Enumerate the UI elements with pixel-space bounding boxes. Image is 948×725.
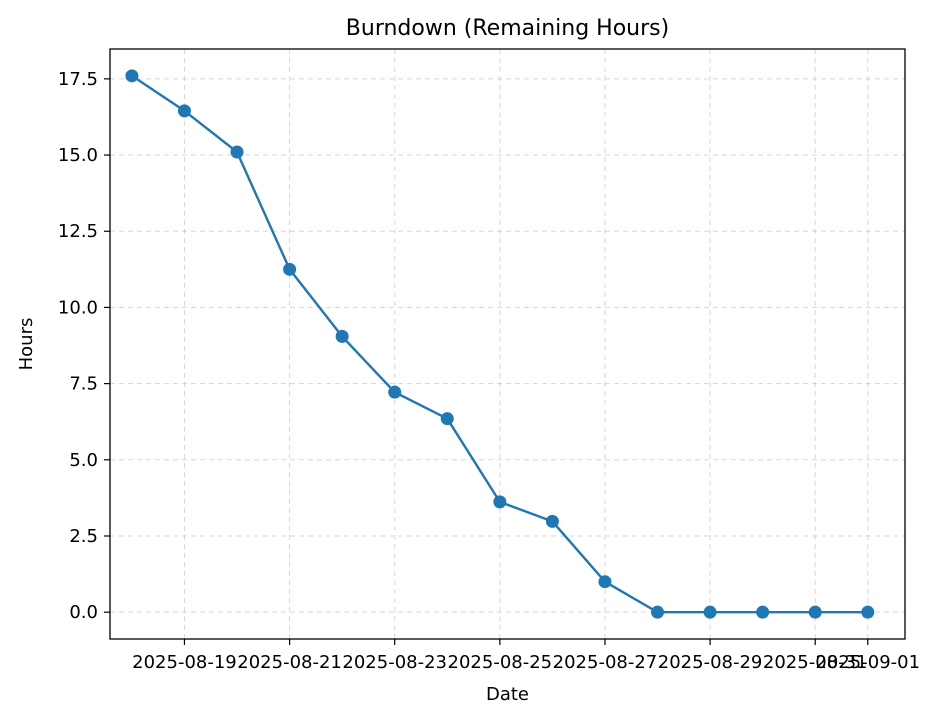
- data-point: [703, 605, 717, 619]
- x-tick-label: 2025-08-21: [237, 652, 342, 673]
- x-tick-label: 2025-09-01: [815, 652, 920, 673]
- data-point: [651, 605, 665, 619]
- y-tick-label: 17.5: [58, 69, 98, 90]
- data-point: [493, 495, 507, 509]
- tick-layer: 2025-08-19 2025-08-21 2025-08-23 2025-08-25…: [58, 69, 920, 673]
- data-point: [283, 262, 297, 276]
- x-tick-label: 2025-08-27: [553, 652, 658, 673]
- y-tick-label: 10.0: [58, 297, 98, 318]
- plot-frame: [109, 48, 906, 640]
- data-point: [230, 145, 244, 159]
- data-point: [808, 605, 822, 619]
- y-tick-label: 5.0: [69, 450, 98, 471]
- data-point: [335, 329, 349, 343]
- data-point: [598, 575, 612, 589]
- data-point: [388, 385, 402, 399]
- grid-layer: [110, 49, 905, 639]
- y-tick-label: 2.5: [69, 526, 98, 547]
- x-axis-title: Date: [486, 684, 529, 705]
- y-tick-label: 12.5: [58, 221, 98, 242]
- data-point: [756, 605, 770, 619]
- data-point: [861, 605, 875, 619]
- y-tick-label: 15.0: [58, 145, 98, 166]
- chart-title: Burndown (Remaining Hours): [346, 16, 669, 41]
- data-point: [545, 514, 559, 528]
- y-axis-title: Hours: [16, 318, 37, 371]
- x-tick-label: 2025-08-29: [658, 652, 763, 673]
- series-layer: [125, 69, 875, 619]
- x-tick-label: 2025-08-23: [342, 652, 447, 673]
- x-tick-label: 2025-08-31: [763, 652, 868, 673]
- data-point: [125, 69, 139, 83]
- y-tick-label: 0.0: [69, 602, 98, 623]
- y-tick-label: 7.5: [69, 374, 98, 395]
- x-tick-label: 2025-08-19: [132, 652, 237, 673]
- data-point: [177, 104, 191, 118]
- data-point: [440, 412, 454, 426]
- x-tick-label: 2025-08-25: [448, 652, 553, 673]
